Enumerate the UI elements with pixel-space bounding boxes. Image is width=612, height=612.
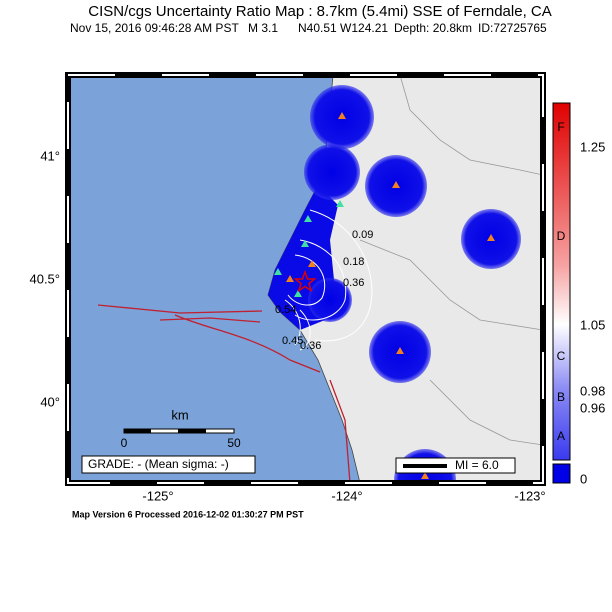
contour-label: 0.36	[343, 277, 364, 289]
subtitle-depth: Depth: 20.8km	[394, 21, 472, 35]
county-lines	[359, 75, 543, 446]
contour-label: 0.18	[343, 256, 364, 268]
contour-labels: 0.09 0.18 0.36 0.54 0.45 0.36	[275, 229, 373, 352]
lon-label: -125°	[142, 488, 173, 503]
footer: Map Version 6 Processed 2016-12-02 01:30…	[72, 509, 304, 519]
scale-bar: km 0 50	[121, 407, 241, 450]
colorbar-zero	[552, 463, 571, 484]
lat-label: 41°	[40, 148, 60, 163]
subtitle: Nov 15, 2016 09:46:28 AM PST M 3.1 N40.5…	[70, 21, 547, 35]
lat-label: 40.5°	[29, 271, 60, 286]
lat-label: 40°	[40, 394, 60, 409]
colorbar-label: 0.98	[580, 383, 605, 398]
scale-label: 0	[121, 436, 128, 450]
map-area: 0.09 0.18 0.36 0.54 0.45 0.36 km 0 50 GR…	[68, 75, 543, 483]
colorbar-label: 1.25	[580, 139, 605, 154]
intensity-legend-line	[403, 464, 447, 468]
lon-label: -124°	[331, 488, 362, 503]
subtitle-id: ID:72725765	[478, 21, 547, 35]
grade: GRADE: - (Mean sigma: -)	[88, 457, 229, 471]
grade-box	[81, 455, 256, 474]
map-frame-ticks	[67, 74, 544, 484]
colorbar-label: 0.96	[580, 400, 605, 415]
lat-labels: 41° 40.5° 40°	[29, 148, 60, 409]
colorbar: F D C B A 1.25 1.05 0.98 0.96 0	[552, 102, 605, 486]
colorbar-letter: F	[557, 120, 564, 134]
lon-labels: -125° -124° -123°	[142, 488, 545, 503]
faults	[97, 304, 351, 483]
intensity-legend-box	[395, 457, 516, 474]
subtitle-date: Nov 15, 2016 09:46:28 AM PST	[70, 21, 239, 35]
scale-label: 50	[227, 436, 241, 450]
lon-label: -123°	[514, 488, 545, 503]
subtitle-location: N40.51 W124.21	[298, 21, 388, 35]
title: CISN/cgs Uncertainty Ratio Map : 8.7km (…	[88, 3, 552, 20]
contour-label: 0.54	[275, 304, 296, 316]
epicenter	[293, 269, 317, 293]
colorbar-letter: C	[557, 349, 566, 363]
subtitle-magnitude: M 3.1	[248, 21, 278, 35]
colorbar-letter: D	[557, 229, 566, 243]
contour-label: 0.36	[300, 340, 321, 352]
colorbar-gradient	[552, 102, 571, 461]
scale-title: km	[171, 407, 188, 422]
colorbar-label: 0	[580, 471, 587, 486]
colorbar-letter: B	[557, 390, 565, 404]
colorbar-label: 1.05	[580, 317, 605, 332]
stations	[274, 112, 495, 479]
contour-label: 0.09	[352, 229, 373, 241]
intensity-legend: MI = 6.0	[455, 458, 499, 472]
contour-label: 0.45	[282, 335, 303, 347]
colorbar-letter: A	[557, 429, 565, 443]
